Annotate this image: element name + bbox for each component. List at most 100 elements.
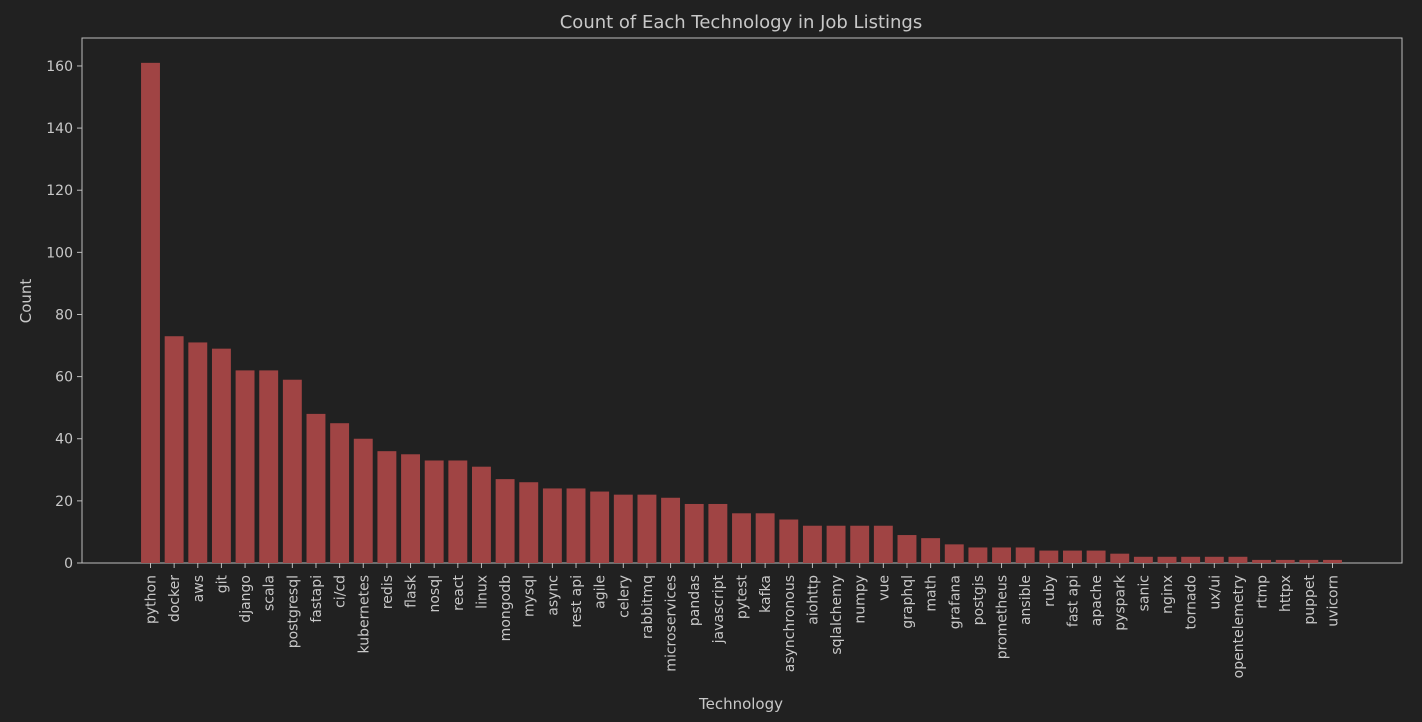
bar-pyspark [1110,553,1130,563]
y-tick-label: 120 [46,183,73,199]
x-tick-label: git [214,574,230,593]
y-tick-label: 140 [46,121,73,137]
x-tick-label: kubernetes [356,575,372,653]
y-axis-label: Count [17,279,35,324]
x-tick-label: rest api [569,575,585,628]
bar-react [448,460,468,563]
bar-mongodb [495,479,515,563]
x-tick-label: react [451,574,467,610]
x-tick-label: scala [262,575,278,611]
bar-microservices [661,497,681,563]
bar-numpy [850,525,870,563]
x-tick-label: math [924,575,940,612]
bar-apache [1086,550,1106,563]
x-tick-label: sqlalchemy [829,575,845,655]
x-tick-label: prometheus [995,575,1011,659]
x-tick-label: ux/ui [1207,575,1223,610]
x-tick-label: linux [474,575,490,609]
x-tick-label: fast api [1065,575,1081,627]
bar-rest-api [566,488,586,563]
x-tick-label: aws [191,575,207,602]
bar-opentelemetry [1228,556,1248,563]
bar-tornado [1181,556,1201,563]
x-tick-label: rabbitmq [640,575,656,639]
x-tick-label: ansible [1018,575,1034,625]
bar-vue [873,525,893,563]
bar-redis [377,451,397,563]
bar-javascript [708,503,728,563]
x-axis-label: Technology [698,695,783,713]
bar-rtmp [1252,559,1272,563]
bar-flask [401,454,420,563]
bar-puppet [1299,559,1319,563]
x-tick-label: pyspark [1113,574,1129,631]
y-tick-label: 100 [46,245,73,261]
x-tick-label: postgis [971,575,987,625]
y-tick-label: 20 [55,494,73,510]
bar-docker [164,336,184,563]
x-tick-label: ci/cd [333,575,349,608]
chart-title: Count of Each Technology in Job Listings [560,12,923,33]
bar-ci-cd [330,423,350,563]
bar-grafana [944,544,964,563]
x-tick-label: nosql [427,575,443,613]
x-tick-label: asynchronous [782,575,798,672]
bar-fastapi [306,413,326,563]
bar-aiohttp [802,525,822,563]
x-tick-label: ruby [1042,575,1058,607]
bar-python [141,62,160,563]
bar-sqlalchemy [826,525,846,563]
x-tick-label: numpy [853,575,869,624]
x-tick-label: uvicorn [1326,575,1342,627]
x-tick-label: javascript [711,575,727,645]
bar-rabbitmq [637,494,657,563]
bar-fast-api [1063,550,1082,563]
y-tick-label: 40 [55,432,73,448]
bar-nosql [424,460,444,563]
x-tick-label: django [238,575,254,623]
x-tick-label: postgresql [285,575,301,648]
bar-ruby [1039,550,1059,563]
x-tick-label: mongodb [498,575,514,641]
x-tick-label: async [545,575,561,616]
plot-frame [81,37,1403,564]
bar-celery [613,494,633,563]
bar-sanic [1133,556,1153,563]
x-tick-label: tornado [1184,575,1200,629]
x-tick-label: vue [876,575,892,601]
bar-git [211,348,231,563]
bar-ux-ui [1204,556,1224,563]
bar-pandas [684,503,704,563]
bar-mysql [519,482,539,563]
bar-asynchronous [779,519,799,563]
bar-math [921,538,941,563]
y-tick-label: 60 [55,370,73,386]
bar-nginx [1157,556,1177,563]
bar-kubernetes [353,438,373,563]
x-tick-label: sanic [1136,575,1152,611]
x-tick-label: graphql [900,575,916,629]
x-tick-label: httpx [1278,575,1294,612]
x-tick-label: puppet [1302,574,1318,624]
bar-ansible [1015,547,1035,563]
x-tick-label: rtmp [1255,575,1271,609]
bar-graphql [897,535,917,563]
x-tick-label: agile [593,575,609,609]
x-tick-label: kafka [758,575,774,613]
x-tick-label: nginx [1160,575,1176,614]
x-tick-label: fastapi [309,575,325,623]
bar-async [542,488,562,563]
x-tick-label: aiohttp [805,575,821,625]
bar-scala [259,370,279,563]
bar-aws [188,342,208,563]
bar-pytest [732,513,751,563]
x-tick-label: opentelemetry [1231,575,1247,678]
bar-postgis [968,547,988,563]
x-tick-label: microservices [664,575,680,672]
x-tick-label: pytest [735,574,751,619]
plot-area: 0 20 40 60 80 100 120 140 160 python docker aws git d… [46,37,1403,678]
x-tick-label: docker [167,575,183,622]
x-tick-label: flask [404,574,420,608]
